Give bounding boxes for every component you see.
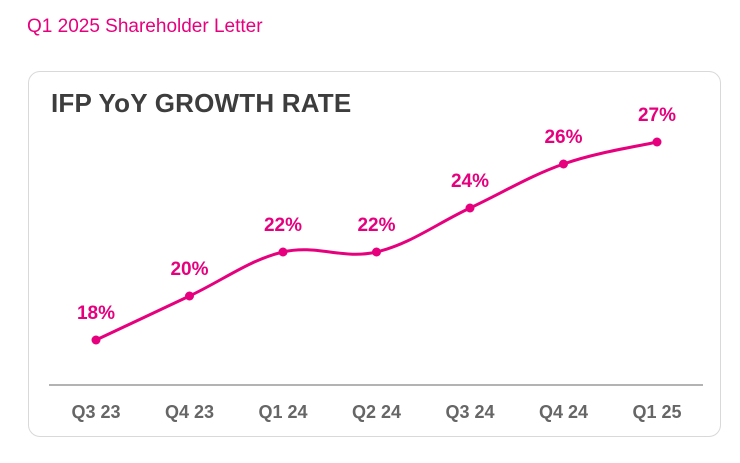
data-label: 27%: [638, 105, 676, 126]
chart-title: IFP YoY GROWTH RATE: [51, 88, 352, 118]
document-header: Q1 2025 Shareholder Letter: [27, 16, 263, 37]
series-line: [94, 140, 659, 342]
data-label: 22%: [357, 215, 395, 236]
data-labels: 18% 20% 22% 22% 24% 26% 27%: [77, 105, 676, 324]
line-chart: 18% 20% 22% 22% 24% 26% 27% Q3 23 Q4 23 Q1 24 Q2 …: [49, 105, 703, 422]
x-tick-label: Q4 23: [165, 402, 214, 422]
data-points: [91, 137, 662, 345]
chart-card: IFP YoY GROWTH RATE 18% 20% 22% 22% 24% 26% 27…: [28, 71, 721, 437]
data-point: [278, 247, 288, 257]
x-tick-label: Q1 24: [258, 402, 307, 422]
x-tick-label: Q3 23: [71, 402, 120, 422]
data-label: 20%: [170, 259, 208, 280]
x-tick-label: Q1 25: [632, 402, 681, 422]
data-point: [652, 137, 662, 147]
data-point: [559, 159, 568, 169]
data-label: 26%: [544, 127, 582, 148]
data-point: [91, 335, 101, 345]
data-label: 22%: [264, 215, 302, 236]
x-tick-label: Q3 24: [445, 402, 494, 422]
data-label: 18%: [77, 303, 115, 324]
data-point: [185, 291, 194, 301]
data-label: 24%: [451, 171, 489, 192]
data-point: [372, 247, 381, 257]
x-axis-ticks: Q3 23 Q4 23 Q1 24 Q2 24 Q3 24 Q4 24 Q1 25: [71, 402, 681, 422]
data-point: [465, 203, 475, 213]
x-tick-label: Q4 24: [539, 402, 588, 422]
x-tick-label: Q2 24: [352, 402, 401, 422]
